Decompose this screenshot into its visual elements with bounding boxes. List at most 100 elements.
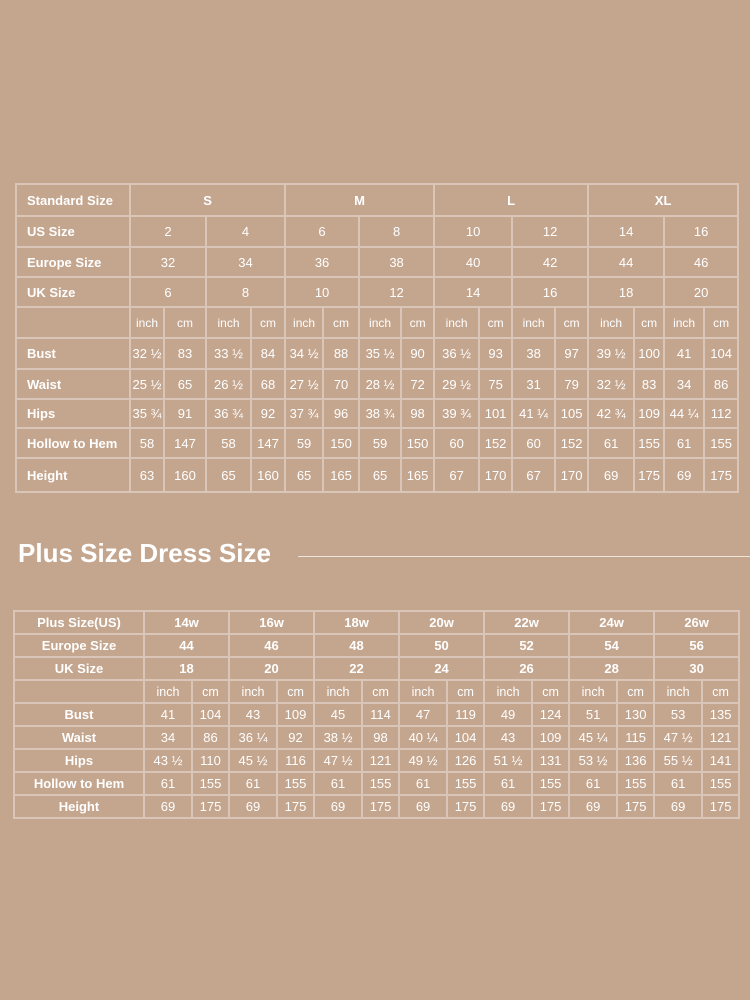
- measurement-cell: 79: [554, 368, 590, 400]
- measurement-cell: 101: [478, 398, 514, 429]
- measurement-cell: 155: [701, 771, 741, 796]
- size-cell: 46: [228, 633, 316, 658]
- measurement-cell: 175: [190, 794, 231, 819]
- row-label: Europe Size: [13, 633, 145, 658]
- measurement-cell: 98: [361, 725, 401, 750]
- row-label: Plus Size(US): [13, 610, 145, 635]
- unit-cm: cm: [249, 306, 287, 339]
- measurement-cell: 105: [554, 398, 590, 429]
- measurement-cell: 37 ¾: [284, 398, 325, 429]
- measurement-cell: 42 ¾: [587, 398, 636, 429]
- size-cell: 14w: [142, 610, 231, 635]
- measurement-cell: 40 ¼: [398, 725, 449, 750]
- measurement-cell: 43: [228, 702, 279, 727]
- measurement-cell: 150: [322, 427, 361, 459]
- measurement-cell: 45: [313, 702, 364, 727]
- row-label: Hollow to Hem: [15, 427, 131, 459]
- measurement-cell: 155: [446, 771, 486, 796]
- measurement-cell: 65: [163, 368, 207, 400]
- measurement-cell: 65: [284, 457, 325, 493]
- measurement-cell: 175: [531, 794, 571, 819]
- size-row: Europe Size 32 34 36 38 40 42 44 46: [15, 246, 740, 278]
- unit-cm: cm: [701, 679, 741, 704]
- size-cell: 26w: [653, 610, 741, 635]
- unit-cm: cm: [554, 306, 590, 339]
- size-cell: 6: [284, 215, 361, 248]
- measurement-cell: 69: [483, 794, 534, 819]
- row-label: Height: [13, 794, 145, 819]
- size-cell: 18: [142, 656, 231, 681]
- unit-inch: inch: [398, 679, 449, 704]
- measurement-cell: 41: [663, 337, 706, 370]
- measurement-cell: 160: [163, 457, 207, 493]
- measurement-cell: 155: [531, 771, 571, 796]
- measurement-cell: 97: [554, 337, 590, 370]
- measurement-cell: 131: [531, 748, 571, 773]
- size-cell: 26: [483, 656, 571, 681]
- size-cell: 12: [358, 276, 436, 308]
- unit-cm: cm: [163, 306, 207, 339]
- unit-cm: cm: [633, 306, 666, 339]
- size-cell: 2: [129, 215, 207, 248]
- measurement-cell: 59: [358, 427, 403, 459]
- measurement-cell: 61: [568, 771, 619, 796]
- measurement-cell: 39 ½: [587, 337, 636, 370]
- measurement-cell: 63: [129, 457, 165, 493]
- measurement-cell: 130: [616, 702, 656, 727]
- unit-row: inch cm inch cm inch cm inch cm inch cm inch cm inch…: [15, 306, 740, 339]
- title-divider: [298, 556, 750, 557]
- unit-cm: cm: [322, 306, 361, 339]
- measurement-cell: 136: [616, 748, 656, 773]
- measurement-cell: 160: [249, 457, 287, 493]
- unit-cm: cm: [531, 679, 571, 704]
- row-label: Height: [15, 457, 131, 493]
- measurement-cell: 34 ½: [284, 337, 325, 370]
- measurement-cell: 44 ¼: [663, 398, 706, 429]
- measurement-cell: 109: [633, 398, 666, 429]
- unit-inch: inch: [433, 306, 481, 339]
- size-row: UK Size 6 8 10 12 14 16 18 20: [15, 276, 740, 308]
- measurement-cell: 32 ½: [129, 337, 165, 370]
- measurement-cell: 28 ½: [358, 368, 403, 400]
- measurement-cell: 152: [554, 427, 590, 459]
- measurement-cell: 67: [433, 457, 481, 493]
- measurement-cell: 59: [284, 427, 325, 459]
- measurement-cell: 69: [398, 794, 449, 819]
- measurement-cell: 26 ½: [205, 368, 252, 400]
- measurement-cell: 155: [361, 771, 401, 796]
- measurement-cell: 36 ½: [433, 337, 481, 370]
- measurement-cell: 135: [701, 702, 741, 727]
- unit-inch: inch: [284, 306, 325, 339]
- plus-size-title: Plus Size Dress Size: [18, 538, 271, 568]
- measurement-cell: 175: [633, 457, 666, 493]
- row-label: Standard Size: [15, 183, 131, 217]
- unit-cm: cm: [703, 306, 740, 339]
- measurement-cell: 35 ¾: [129, 398, 165, 429]
- measurement-cell: 90: [400, 337, 436, 370]
- size-cell: 40: [433, 246, 514, 278]
- measurement-cell: 36 ¼: [228, 725, 279, 750]
- size-cell: 28: [568, 656, 656, 681]
- measurement-cell: 124: [531, 702, 571, 727]
- measurement-cell: 170: [554, 457, 590, 493]
- size-group-xl: XL: [587, 183, 740, 217]
- measurement-cell: 61: [483, 771, 534, 796]
- measurement-cell: 49: [483, 702, 534, 727]
- measurement-cell: 150: [400, 427, 436, 459]
- measurement-cell: 109: [276, 702, 316, 727]
- size-cell: 20: [663, 276, 740, 308]
- measurement-cell: 119: [446, 702, 486, 727]
- measurement-cell: 25 ½: [129, 368, 165, 400]
- row-label: US Size: [15, 215, 131, 248]
- measurement-cell: 98: [400, 398, 436, 429]
- size-cell: 56: [653, 633, 741, 658]
- size-cell: 48: [313, 633, 401, 658]
- measurement-cell: 61: [587, 427, 636, 459]
- unit-inch: inch: [143, 679, 193, 704]
- measurement-row: Hollow to Hem 61 155 61 155 61 155 61 155 61 155 61…: [13, 771, 741, 796]
- size-cell: 36: [284, 246, 361, 278]
- row-label: [13, 679, 145, 704]
- size-cell: 54: [568, 633, 656, 658]
- measurement-cell: 41: [143, 702, 193, 727]
- size-cell: 52: [483, 633, 571, 658]
